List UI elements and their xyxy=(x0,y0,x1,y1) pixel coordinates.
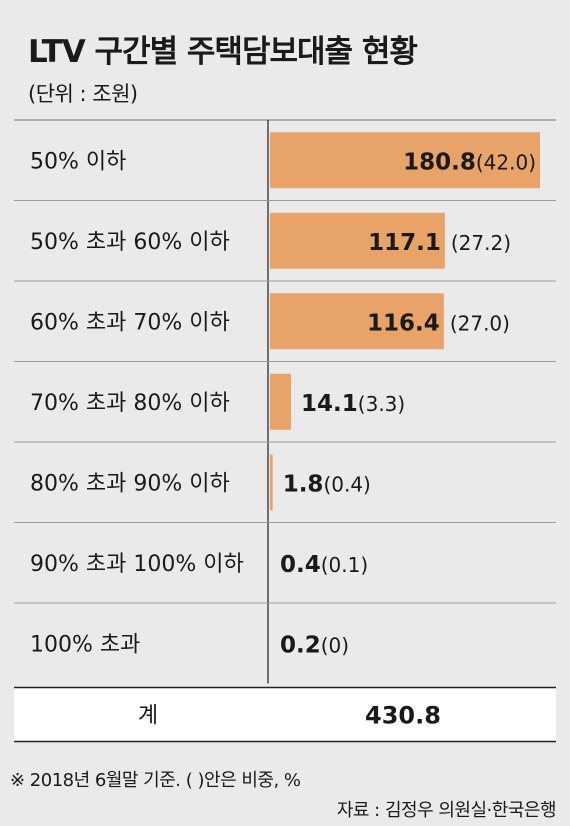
share-label: (3.3) xyxy=(358,392,405,416)
bar xyxy=(270,373,292,430)
bar xyxy=(270,454,273,511)
value-label: 1.8 xyxy=(283,471,324,497)
bar xyxy=(270,293,444,350)
data-label: 180.8(42.0) xyxy=(403,149,536,175)
value-label: 0.2 xyxy=(280,632,321,658)
category-label: 90% 초과 100% 이하 xyxy=(30,552,244,577)
data-label: 0.4(0.1) xyxy=(280,552,368,578)
value-label: 0.4 xyxy=(280,552,321,578)
share-label: (42.0) xyxy=(476,150,536,174)
category-label: 100% 초과 xyxy=(30,632,140,657)
category-label: 50% 이하 xyxy=(30,149,126,174)
total-value: 430.8 xyxy=(365,702,441,730)
value-label: 14.1 xyxy=(301,391,358,417)
total-row-background xyxy=(14,687,556,742)
data-label: 117.1 xyxy=(368,230,441,256)
category-label: 60% 초과 70% 이하 xyxy=(30,310,230,335)
data-label: 14.1(3.3) xyxy=(301,391,405,417)
category-label: 50% 초과 60% 이하 xyxy=(30,230,230,255)
category-label: 70% 초과 80% 이하 xyxy=(30,391,230,416)
value-label: 116.4 xyxy=(367,310,440,336)
share-label: (27.2) xyxy=(451,231,511,255)
unit-label: (단위 : 조원) xyxy=(28,82,138,106)
value-label: 180.8 xyxy=(403,149,476,175)
share-label: (0.4) xyxy=(323,472,370,496)
source-credit: 자료 : 김정우 의원실·한국은행 xyxy=(336,800,557,821)
share-label: (0.1) xyxy=(321,553,368,577)
share-label: (27.0) xyxy=(450,311,510,335)
footnote: ※ 2018년 6월말 기준. ( )안은 비중, % xyxy=(10,770,301,791)
data-label: 1.8(0.4) xyxy=(283,471,371,497)
chart-title: LTV 구간별 주택담보대출 현황 xyxy=(28,34,418,70)
value-label: 117.1 xyxy=(368,230,441,256)
bar xyxy=(270,212,445,269)
bar xyxy=(270,132,540,189)
data-label: 116.4 xyxy=(367,310,440,336)
share-label: (0) xyxy=(321,633,349,657)
data-label: 0.2(0) xyxy=(280,632,349,658)
category-label: 80% 초과 90% 이하 xyxy=(30,471,230,496)
total-label: 계 xyxy=(138,704,158,729)
